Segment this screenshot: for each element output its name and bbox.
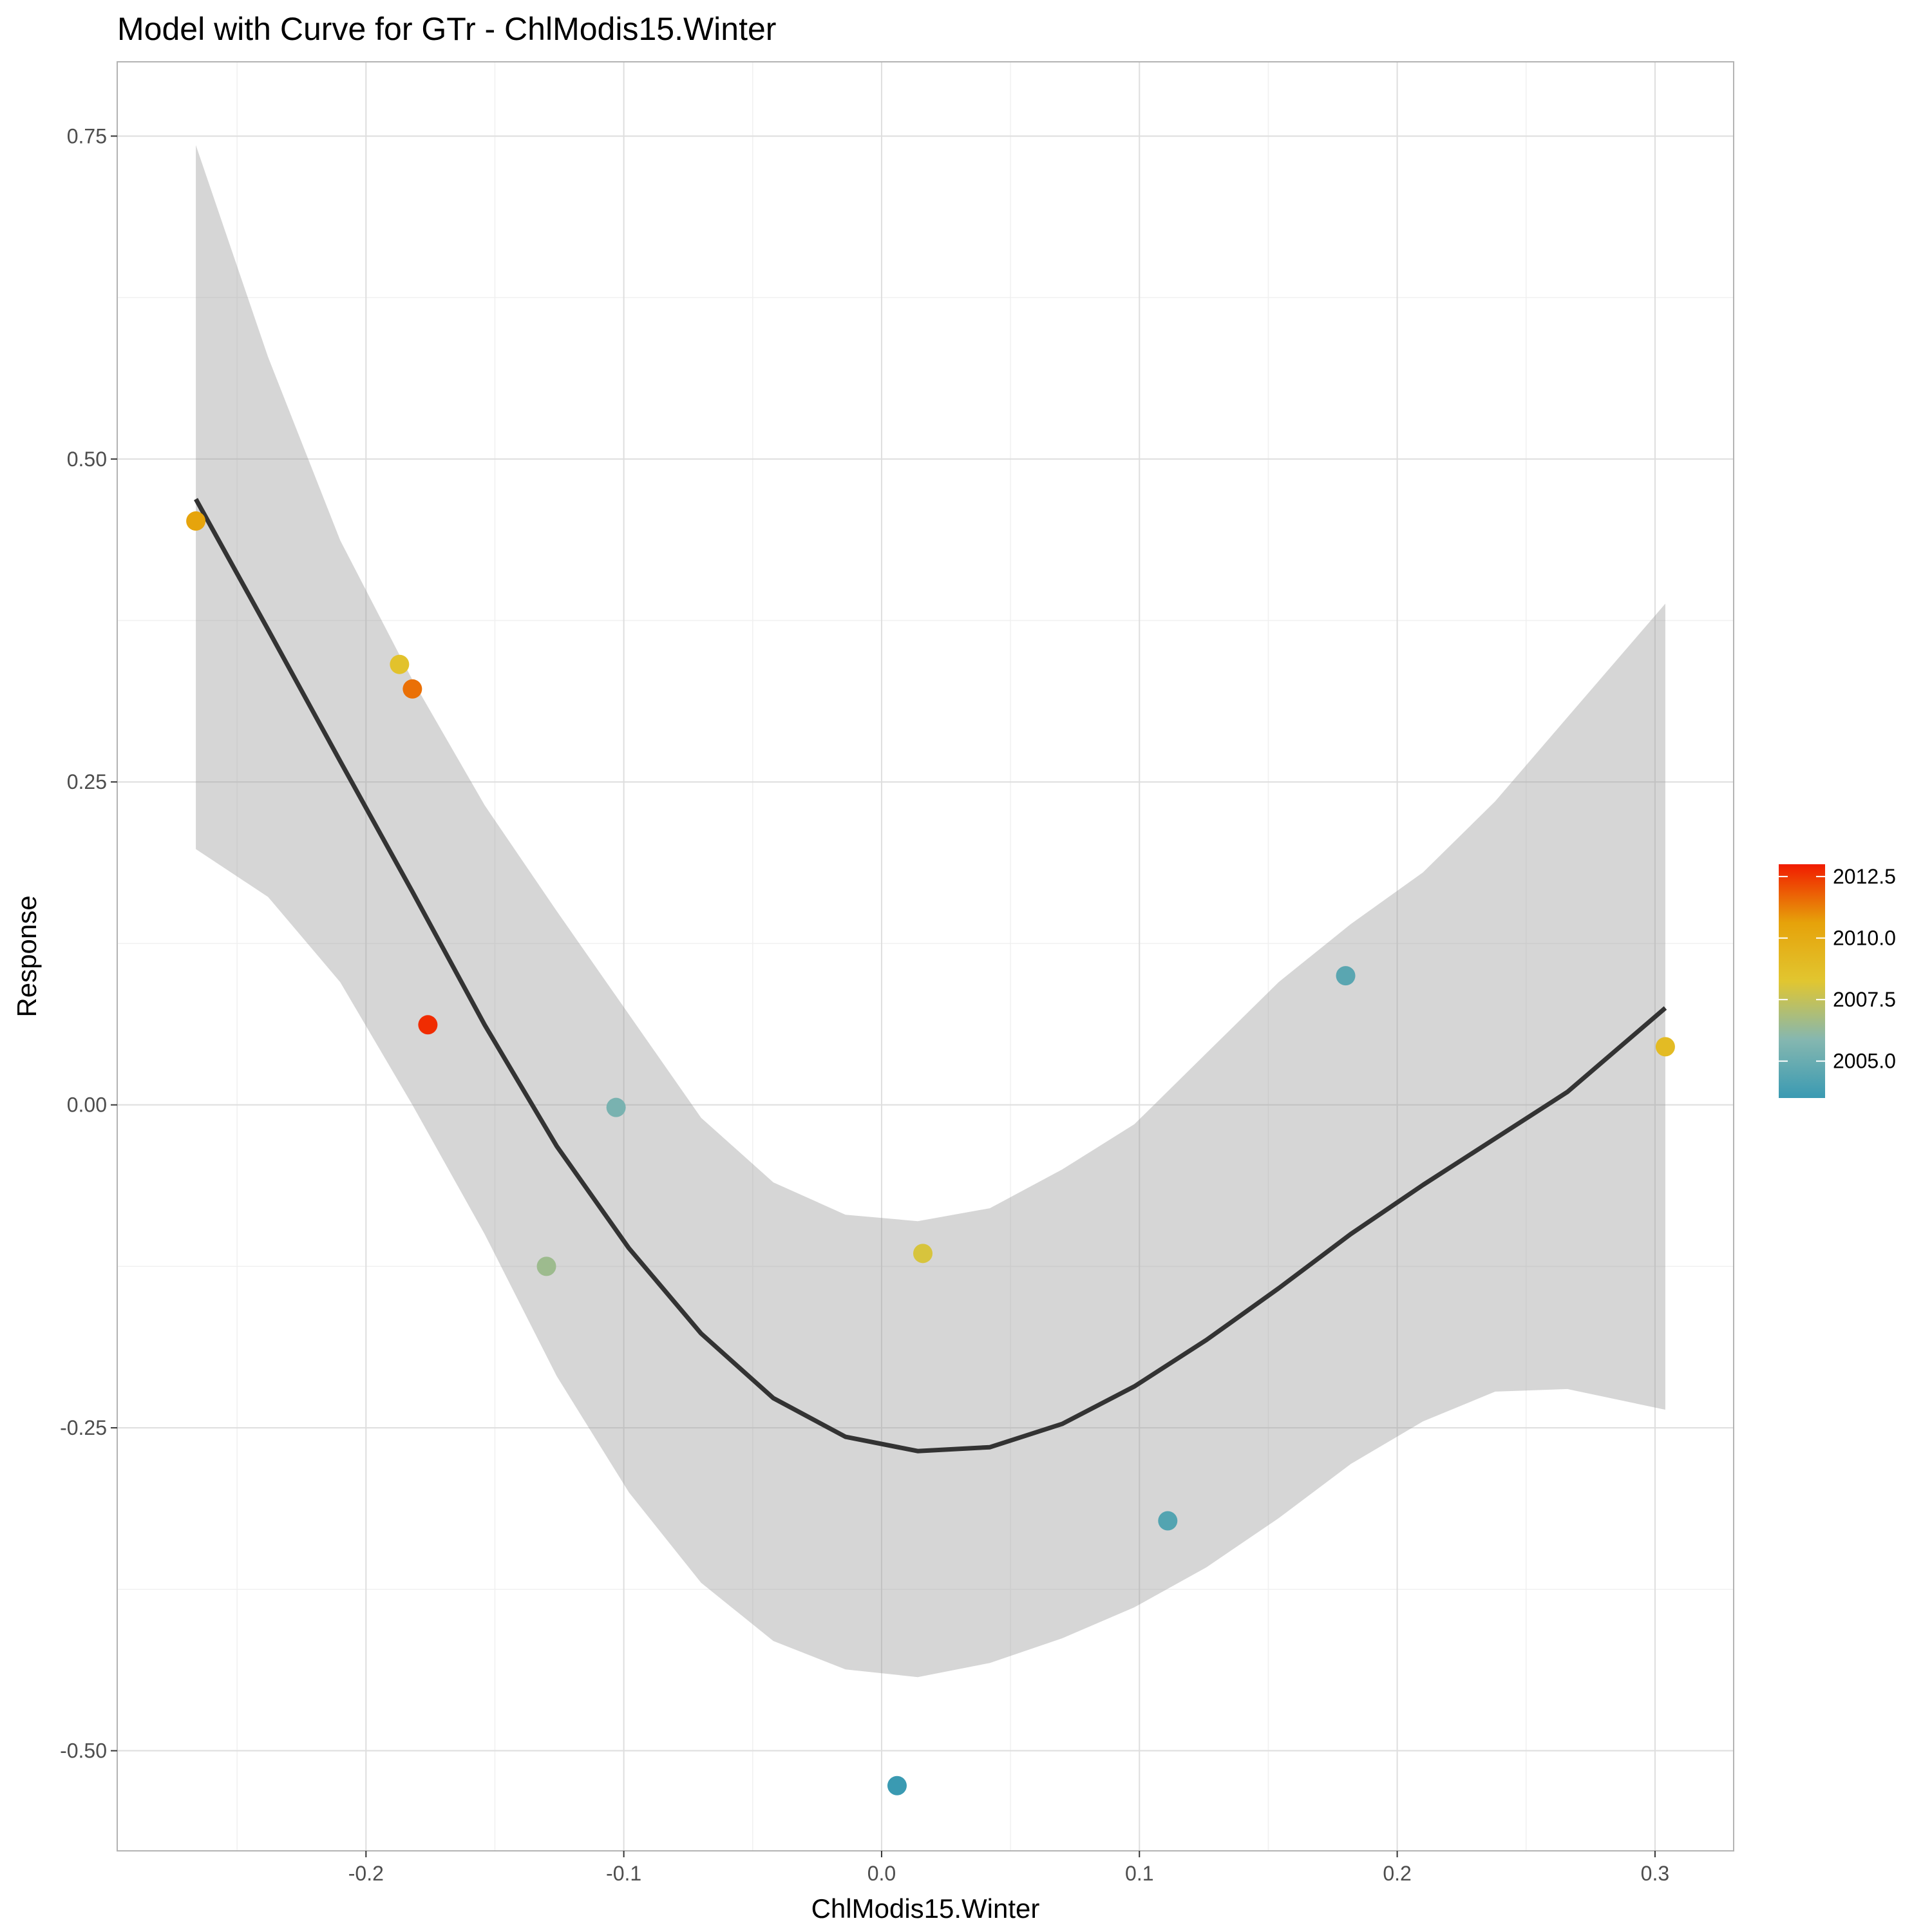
data-point (1336, 966, 1356, 986)
y-axis-ticks: -0.50 -0.25 0.00 0.25 0.50 0.75 (60, 124, 117, 1763)
x-tick-label: -0.1 (606, 1862, 641, 1885)
data-point (1655, 1037, 1675, 1057)
gridlines (117, 62, 1734, 1851)
legend: 2005.0 2007.5 2010.0 2012.5 (1779, 864, 1896, 1098)
x-tick-label: 0.0 (867, 1862, 896, 1885)
data-point (536, 1256, 556, 1276)
x-tick-label: 0.1 (1125, 1862, 1153, 1885)
smooth-curve-line (194, 498, 1667, 1454)
plot-panel-border (117, 61, 1734, 1852)
x-axis-ticks: -0.2 -0.1 0.0 0.1 0.2 0.3 (348, 1851, 1669, 1885)
chart-title: Model with Curve for GTr - ChlModis15.Wi… (117, 11, 776, 47)
y-tick-label: 0.75 (67, 124, 107, 147)
x-tick-label: -0.2 (348, 1862, 384, 1885)
x-tick-label: 0.2 (1383, 1862, 1411, 1885)
x-tick-label: 0.3 (1641, 1862, 1669, 1885)
smooth-curve (194, 498, 1667, 1454)
y-tick-label: -0.50 (60, 1739, 107, 1763)
data-point (1158, 1511, 1178, 1531)
data-point (913, 1244, 933, 1264)
legend-label: 2010.0 (1833, 927, 1896, 950)
data-point (390, 654, 410, 674)
y-tick-label: 0.50 (67, 448, 107, 471)
y-tick-label: 0.25 (67, 770, 107, 793)
x-axis-label: ChlModis15.Winter (811, 1893, 1040, 1924)
legend-label: 2007.5 (1833, 988, 1896, 1011)
y-tick-label: -0.25 (60, 1416, 107, 1439)
confidence-band-area (196, 145, 1665, 1678)
legend-label: 2005.0 (1833, 1050, 1896, 1073)
y-axis-label: Response (12, 895, 42, 1017)
data-points (186, 511, 1675, 1795)
legend-colorbar (1779, 864, 1825, 1098)
data-point (606, 1097, 626, 1117)
confidence-band (196, 145, 1665, 1678)
data-point (418, 1015, 438, 1035)
data-point (887, 1776, 907, 1795)
data-point (402, 679, 422, 699)
legend-label: 2012.5 (1833, 865, 1896, 888)
data-point (186, 511, 206, 531)
y-tick-label: 0.00 (67, 1094, 107, 1117)
